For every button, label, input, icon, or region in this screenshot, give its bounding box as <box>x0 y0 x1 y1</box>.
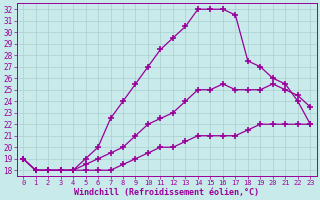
X-axis label: Windchill (Refroidissement éolien,°C): Windchill (Refroidissement éolien,°C) <box>74 188 259 197</box>
